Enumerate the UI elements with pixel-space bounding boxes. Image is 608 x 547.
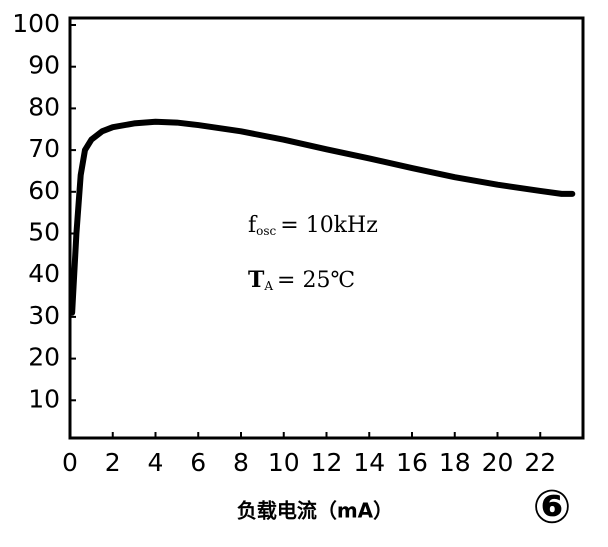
y-tick-label: 10 xyxy=(28,384,60,413)
y-tick-label: 50 xyxy=(28,218,60,247)
x-axis-label: 负载电流（mA） xyxy=(237,499,393,523)
y-tick-label: 60 xyxy=(28,176,60,205)
annotation: fosc = 10kHz xyxy=(248,213,378,238)
x-tick-label: 8 xyxy=(233,448,249,477)
x-tick-label: 6 xyxy=(190,448,206,477)
y-tick-label: 30 xyxy=(28,301,60,330)
x-tick-label: 4 xyxy=(148,448,164,477)
x-tick-label: 22 xyxy=(524,448,556,477)
y-tick-label: 70 xyxy=(28,134,60,163)
x-tick-label: 20 xyxy=(482,448,514,477)
x-tick-label: 14 xyxy=(353,448,385,477)
annotation: TA = 25℃ xyxy=(248,267,355,293)
x-tick-label: 12 xyxy=(311,448,343,477)
y-tick-label: 20 xyxy=(28,343,60,372)
x-tick-label: 16 xyxy=(396,448,428,477)
figure-label: ⑥ xyxy=(533,480,572,534)
y-tick-label: 40 xyxy=(28,259,60,288)
y-tick-label: 90 xyxy=(28,51,60,80)
x-tick-label: 18 xyxy=(439,448,471,477)
x-tick-label: 10 xyxy=(268,448,300,477)
x-tick-label: 2 xyxy=(105,448,121,477)
y-tick-label: 80 xyxy=(28,92,60,121)
y-tick-label: 100 xyxy=(12,9,60,38)
line-series xyxy=(69,118,576,316)
x-tick-label: 0 xyxy=(62,448,78,477)
